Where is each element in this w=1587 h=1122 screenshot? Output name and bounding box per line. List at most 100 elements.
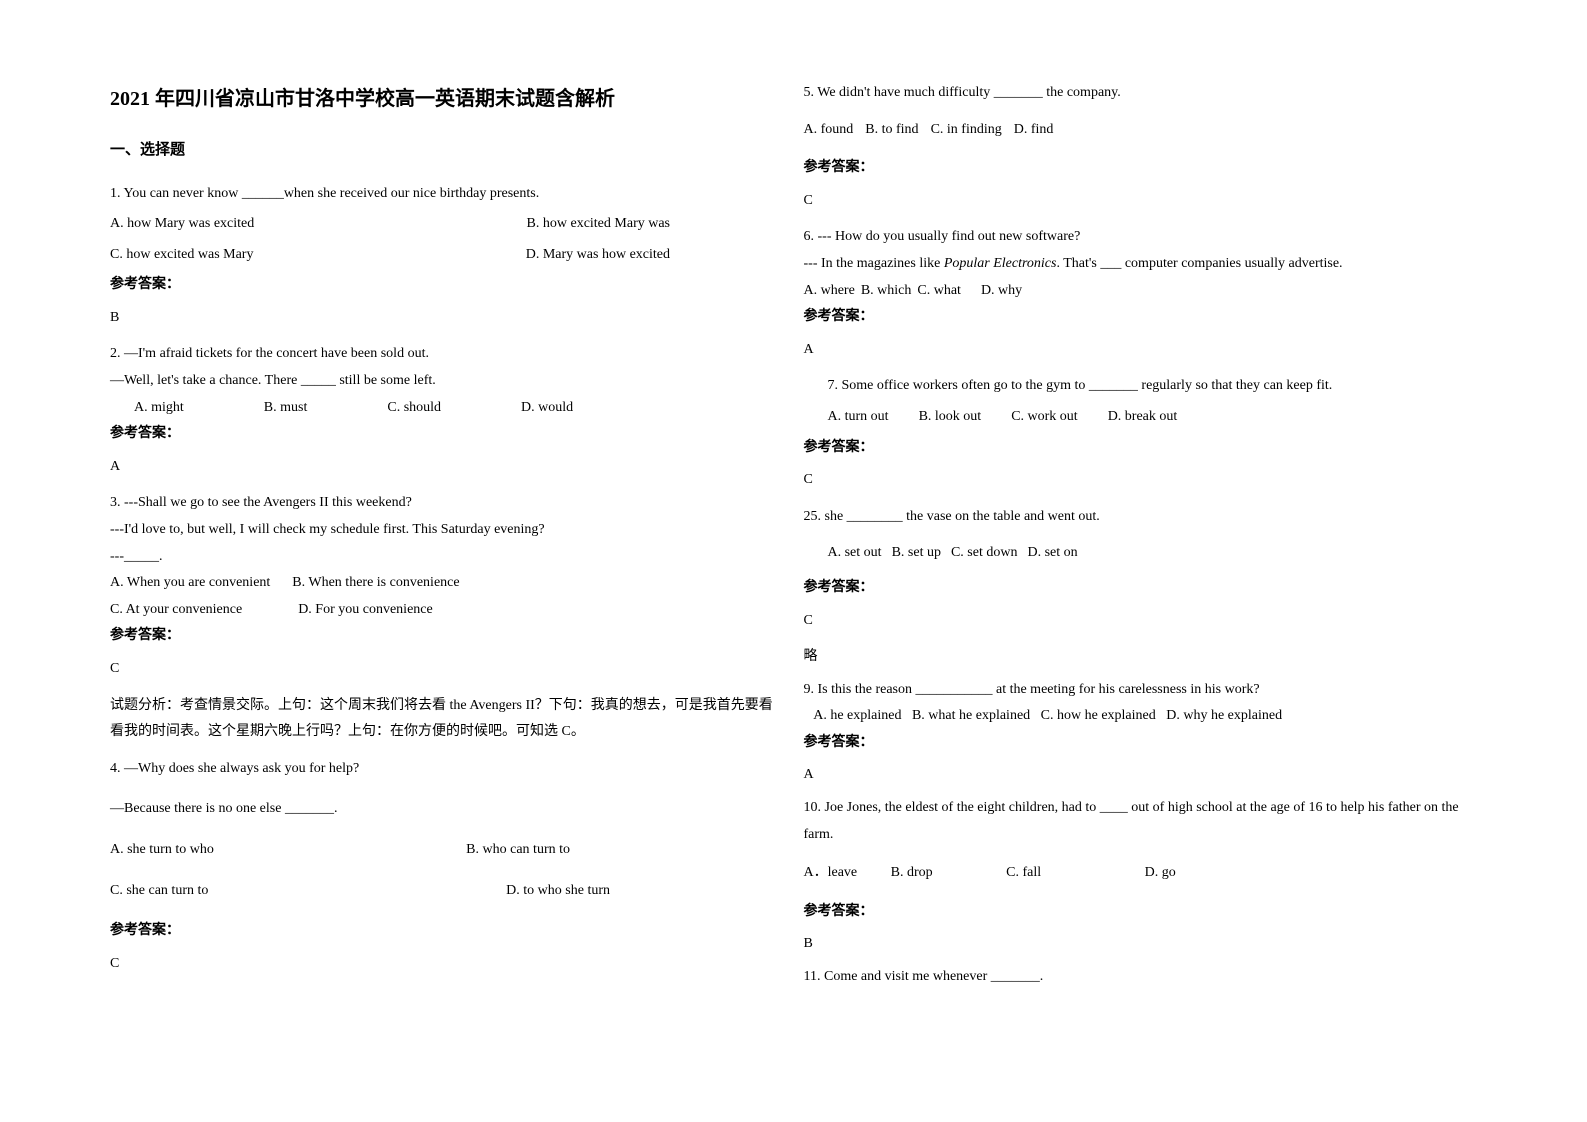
q5-answer-label: 参考答案： (804, 155, 1478, 182)
q5-answer: C (804, 188, 1478, 215)
q2-options: A. might B. must C. should D. would (110, 395, 784, 422)
q3-opt-d: D. For you convenience (298, 597, 433, 624)
q8-stem: 25. she ________ the vase on the table a… (804, 504, 1478, 531)
q4-opt-b: B. who can turn to (466, 837, 570, 864)
question-9: 9. Is this the reason ___________ at the… (804, 677, 1478, 789)
q6-opt-d: D. why (981, 278, 1022, 305)
q9-answer-label: 参考答案： (804, 730, 1478, 757)
q4-answer-label: 参考答案： (110, 918, 784, 945)
q8-opt-c: C. set down (951, 540, 1018, 567)
q10-answer: B (804, 931, 1478, 958)
q1-options-row1: A. how Mary was excited B. how excited M… (110, 211, 670, 238)
q4-options-row2: C. she can turn to D. to who she turn (110, 878, 610, 905)
question-7: 7. Some office workers often go to the g… (804, 373, 1478, 493)
q8-opt-d: D. set on (1027, 540, 1077, 567)
q7-opt-d: D. break out (1108, 404, 1178, 431)
question-4: 4. —Why does she always ask you for help… (110, 756, 784, 978)
q8-opt-b: B. set up (892, 540, 941, 567)
q3-answer-label: 参考答案： (110, 623, 784, 650)
q10-stem: 10. Joe Jones, the eldest of the eight c… (804, 795, 1478, 848)
q4-opt-a: A. she turn to who (110, 837, 214, 864)
q2-opt-b: B. must (264, 395, 308, 422)
q6-options: A. where B. which C. what D. why (804, 278, 1478, 305)
q1-stem: 1. You can never know ______when she rec… (110, 181, 784, 208)
q2-opt-d: D. would (521, 395, 573, 422)
q6-opt-a: A. where (804, 278, 855, 305)
q5-options: A. found B. to find C. in finding D. fin… (804, 117, 1478, 144)
q8-answer: C (804, 608, 1478, 635)
question-10: 10. Joe Jones, the eldest of the eight c… (804, 795, 1478, 958)
q10-opt-a: A．leave (804, 860, 858, 887)
q3-opt-a: A. When you are convenient (110, 570, 270, 597)
q3-analysis: 试题分析：考查情景交际。上句：这个周末我们将去看 the Avengers II… (110, 693, 784, 746)
q8-opt-a: A. set out (828, 540, 882, 567)
q2-opt-a: A. might (134, 395, 184, 422)
q2-line2: —Well, let's take a chance. There _____ … (110, 368, 784, 395)
q9-stem: 9. Is this the reason ___________ at the… (804, 677, 1478, 704)
q1-options-row2: C. how excited was Mary D. Mary was how … (110, 242, 670, 269)
q1-opt-a: A. how Mary was excited (110, 211, 254, 238)
q6-opt-c: C. what (917, 278, 961, 305)
q10-options: A．leave B. drop C. fall D. go (804, 860, 1478, 887)
left-column: 2021 年四川省凉山市甘洛中学校高一英语期末试题含解析 一、选择题 1. Yo… (100, 80, 794, 1082)
q1-answer: B (110, 305, 784, 332)
question-11: 11. Come and visit me whenever _______. (804, 964, 1478, 991)
q1-answer-label: 参考答案： (110, 272, 784, 299)
q5-opt-c: C. in finding (931, 117, 1002, 144)
q6-line2: --- In the magazines like Popular Electr… (804, 251, 1478, 278)
q3-line3: ---_____. (110, 544, 784, 571)
right-column: 5. We didn't have much difficulty ______… (794, 80, 1488, 1082)
q4-opt-d: D. to who she turn (506, 878, 610, 905)
q3-opt-c: C. At your convenience (110, 597, 242, 624)
q6-opt-b: B. which (861, 278, 912, 305)
q3-line1: 3. ---Shall we go to see the Avengers II… (110, 490, 784, 517)
q4-line1: 4. —Why does she always ask you for help… (110, 756, 784, 783)
q7-opt-c: C. work out (1011, 404, 1078, 431)
q5-opt-a: A. found (804, 117, 854, 144)
q6-line2b: Popular Electronics (944, 256, 1057, 271)
q7-options: A. turn out B. look out C. work out D. b… (804, 404, 1478, 431)
q3-options-row2: C. At your convenience D. For you conven… (110, 597, 784, 624)
q4-opt-c: C. she can turn to (110, 878, 208, 905)
q3-options-row1: A. When you are convenient B. When there… (110, 570, 784, 597)
q5-stem: 5. We didn't have much difficulty ______… (804, 80, 1478, 107)
q4-line2: —Because there is no one else _______. (110, 796, 784, 823)
q8-options: A. set out B. set up C. set down D. set … (804, 540, 1478, 567)
q5-opt-b: B. to find (865, 117, 918, 144)
q10-opt-d: D. go (1145, 860, 1176, 887)
page-title: 2021 年四川省凉山市甘洛中学校高一英语期末试题含解析 (110, 80, 784, 118)
q10-answer-label: 参考答案： (804, 899, 1478, 926)
q4-answer: C (110, 951, 784, 978)
q1-opt-d: D. Mary was how excited (526, 242, 670, 269)
q7-opt-a: A. turn out (828, 404, 889, 431)
q2-answer: A (110, 454, 784, 481)
question-5: 5. We didn't have much difficulty ______… (804, 80, 1478, 214)
q6-line2a: --- In the magazines like (804, 256, 944, 271)
q3-answer: C (110, 656, 784, 683)
q2-answer-label: 参考答案： (110, 421, 784, 448)
q7-opt-b: B. look out (919, 404, 982, 431)
q9-opts: A. he explained B. what he explained C. … (804, 703, 1478, 730)
question-1: 1. You can never know ______when she rec… (110, 181, 784, 332)
section-heading: 一、选择题 (110, 136, 784, 165)
q5-opt-d: D. find (1014, 117, 1054, 144)
q8-answer-label: 参考答案： (804, 575, 1478, 602)
q7-answer: C (804, 467, 1478, 494)
q3-line2: ---I'd love to, but well, I will check m… (110, 517, 784, 544)
question-8: 25. she ________ the vase on the table a… (804, 504, 1478, 671)
q6-answer: A (804, 337, 1478, 364)
q2-opt-c: C. should (387, 395, 441, 422)
q1-opt-b: B. how excited Mary was (527, 211, 670, 238)
q2-line1: 2. —I'm afraid tickets for the concert h… (110, 341, 784, 368)
question-2: 2. —I'm afraid tickets for the concert h… (110, 341, 784, 480)
question-3: 3. ---Shall we go to see the Avengers II… (110, 490, 784, 745)
q11-stem: 11. Come and visit me whenever _______. (804, 964, 1478, 991)
q10-opt-c: C. fall (1006, 860, 1041, 887)
q6-line1: 6. --- How do you usually find out new s… (804, 224, 1478, 251)
q1-opt-c: C. how excited was Mary (110, 242, 253, 269)
q7-answer-label: 参考答案： (804, 435, 1478, 462)
q6-line2c: . That's ___ computer companies usually … (1056, 256, 1342, 271)
q10-opt-b: B. drop (891, 860, 933, 887)
q7-stem: 7. Some office workers often go to the g… (804, 373, 1478, 400)
q4-options-row1: A. she turn to who B. who can turn to (110, 837, 570, 864)
